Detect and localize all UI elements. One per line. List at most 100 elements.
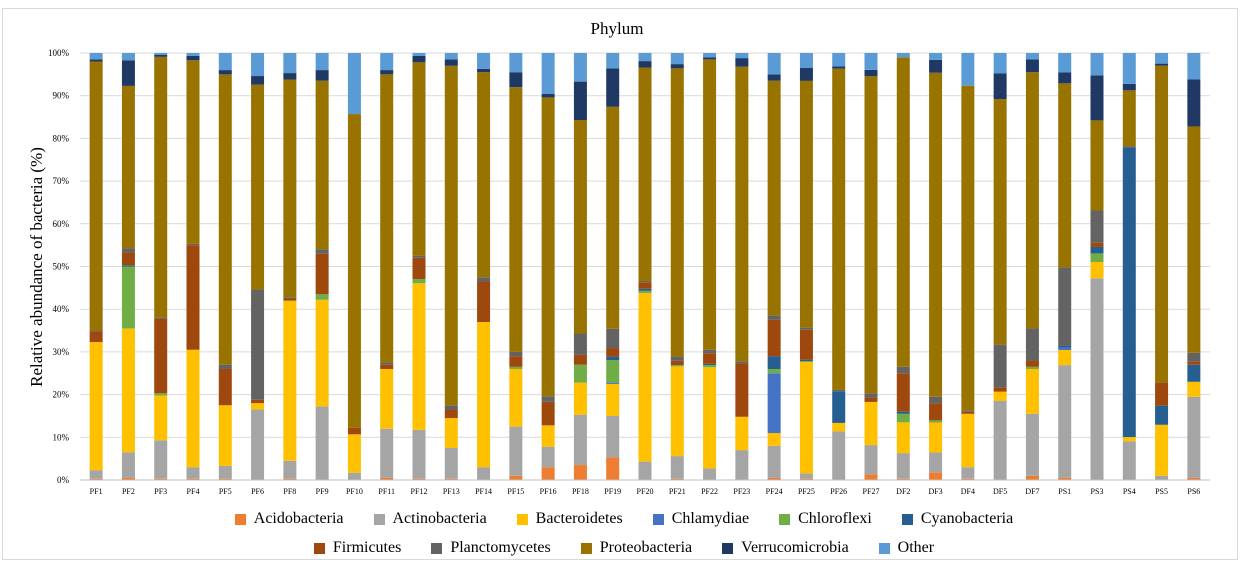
x-tick-label: PF19 — [604, 487, 621, 496]
x-tick-label: PF12 — [411, 487, 428, 496]
x-tick-label: PF25 — [798, 487, 815, 496]
bar-segment — [767, 368, 781, 374]
bar-segment — [573, 364, 587, 383]
bar-segment — [218, 465, 232, 479]
bar-segment — [767, 319, 781, 357]
bar-segment — [477, 322, 491, 468]
bar-segment — [283, 478, 297, 480]
axes: 0% 10% 20% 30% 40% 50% 60% 70% 80% 90% 100% PF1 PF2 P… — [48, 48, 1210, 496]
bar-segment — [896, 411, 910, 414]
legend-swatch — [652, 513, 664, 525]
bar-segment — [380, 477, 394, 480]
bar-segment — [412, 429, 426, 479]
bar-segment — [1187, 381, 1201, 397]
x-tick-label: PS3 — [1091, 487, 1104, 496]
bar-segment — [638, 290, 652, 293]
bar-segment — [1025, 53, 1039, 60]
bar-segment — [283, 79, 297, 298]
bar-segment — [638, 282, 652, 289]
legend-label: Proteobacteria — [599, 539, 693, 556]
bar-segment — [477, 53, 491, 69]
bar-segment — [380, 70, 394, 75]
legend-swatch — [580, 542, 592, 554]
bar-segment — [606, 383, 620, 416]
legend-label: Verrucomicrobia — [741, 539, 849, 556]
bar-segment — [89, 331, 103, 343]
legend-label: Firmicutes — [332, 539, 402, 556]
bar-segment — [251, 289, 265, 400]
x-tick-label: PF26 — [830, 487, 847, 496]
x-tick-label: DF3 — [928, 487, 942, 496]
bar-segment — [218, 53, 232, 71]
bar-segment — [606, 415, 620, 458]
bar-segment — [670, 356, 684, 361]
bar-segment — [1155, 475, 1169, 480]
x-tick-label: PF3 — [154, 487, 167, 496]
bar-segment — [799, 80, 813, 328]
x-tick-label: PF6 — [251, 487, 264, 496]
bar-segment — [573, 382, 587, 415]
bar-segment — [186, 55, 200, 61]
bar-segment — [186, 60, 200, 244]
bar-segment — [1058, 349, 1072, 366]
x-tick-label: PF15 — [507, 487, 524, 496]
bar-segment — [444, 405, 458, 410]
bar-segment — [1058, 477, 1072, 480]
bar-segment — [347, 53, 361, 115]
bar-segment — [89, 478, 103, 480]
bar-segment — [1122, 90, 1136, 147]
bar-segment — [121, 266, 135, 329]
bar-segment — [347, 114, 361, 428]
bar-segment — [1025, 368, 1039, 414]
x-tick-label: PF14 — [475, 487, 492, 496]
bar-segment — [315, 53, 329, 71]
bar-segment — [606, 356, 620, 361]
bar-segment — [573, 53, 587, 82]
bar-segment — [444, 409, 458, 419]
bar-segment — [799, 361, 813, 474]
bar-segment — [154, 478, 168, 480]
bar-segment — [993, 344, 1007, 388]
bar-segment — [1155, 65, 1169, 383]
bar-segment — [993, 391, 1007, 401]
bar-segment — [477, 277, 491, 282]
y-tick-label: 0% — [57, 475, 70, 485]
chart-frame — [2, 8, 1238, 560]
chart-title: Phylum — [591, 19, 644, 38]
x-tick-label: PF2 — [122, 487, 135, 496]
legend-item: Bacteroidetes — [516, 510, 623, 528]
bar-segment — [283, 300, 297, 461]
bar-segment — [1025, 328, 1039, 361]
bar-segment — [1025, 360, 1039, 367]
bar-segment — [89, 342, 103, 471]
bar-segment — [961, 413, 975, 468]
legend-swatch — [234, 513, 246, 525]
bar-segment — [121, 85, 135, 249]
bar-segment — [896, 366, 910, 374]
bar-segment — [929, 403, 943, 421]
bar-segment — [1155, 405, 1169, 425]
legend-item: Proteobacteria — [580, 539, 693, 557]
bar-segment — [121, 328, 135, 453]
bar-segment — [1058, 53, 1072, 73]
bar-segment — [444, 59, 458, 66]
bar-segment — [670, 366, 684, 457]
bar-segment — [670, 456, 684, 479]
bar-segment — [896, 478, 910, 480]
bar-segment — [315, 80, 329, 250]
bar-segment — [864, 76, 878, 394]
x-tick-label: PF27 — [863, 487, 880, 496]
bar-segment — [347, 434, 361, 473]
y-tick-label: 100% — [48, 48, 70, 58]
bar-segment — [864, 69, 878, 77]
bar-segment — [638, 61, 652, 68]
x-tick-label: DF7 — [1025, 487, 1039, 496]
bar-segment — [1090, 253, 1104, 262]
bar-segment — [89, 470, 103, 479]
y-axis-label: Relative abundance of bacteria (%) — [27, 147, 46, 387]
bar-segment — [509, 366, 523, 369]
legend-row-2: Firmicutes Planctomycetes Proteobacteria Ve… — [0, 539, 1248, 557]
x-tick-label: PF18 — [572, 487, 589, 496]
bar-segment — [1187, 53, 1201, 80]
